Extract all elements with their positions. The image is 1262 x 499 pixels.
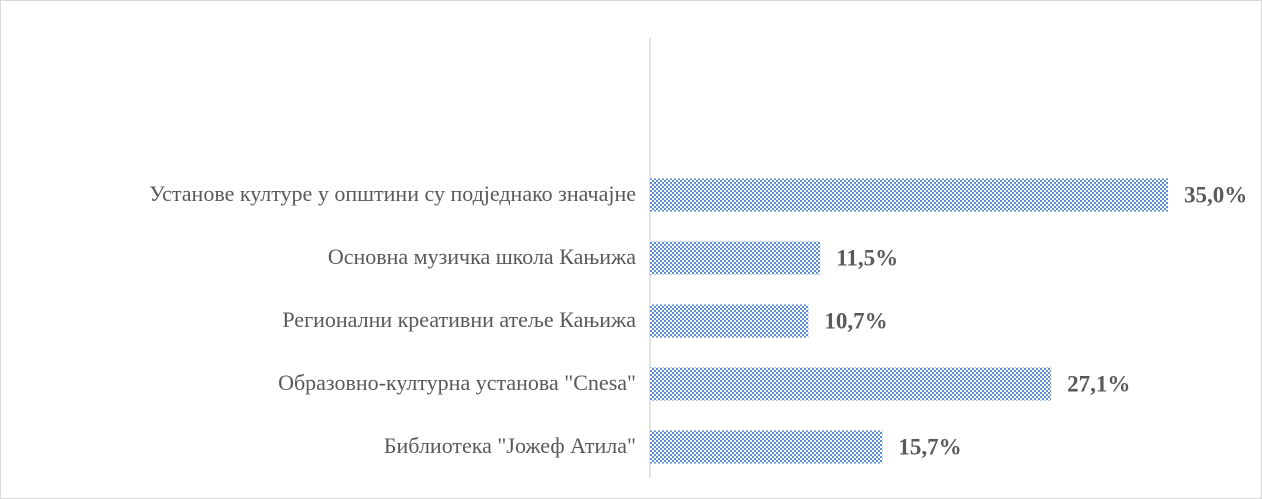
value-label: 27,1% [1067, 371, 1130, 396]
bar [650, 430, 883, 464]
bar [650, 367, 1052, 401]
y-tick-label: Основна музичка школа Кањижа [328, 244, 636, 269]
bar [650, 304, 809, 338]
value-label: 35,0% [1184, 182, 1247, 207]
y-tick-label: Образовно-културна установа "Cnesa" [278, 370, 636, 395]
bar [650, 241, 821, 275]
value-label: 15,7% [898, 434, 961, 459]
y-tick-label: Установе културе у општини су подједнако… [149, 181, 636, 206]
value-label: 11,5% [836, 245, 898, 270]
value-label: 10,7% [824, 308, 887, 333]
bar [650, 178, 1168, 212]
y-tick-label: Регионални креативни атеље Кањижа [282, 307, 636, 332]
y-tick-label: Библиотека "Јожеф Атила" [384, 433, 636, 458]
